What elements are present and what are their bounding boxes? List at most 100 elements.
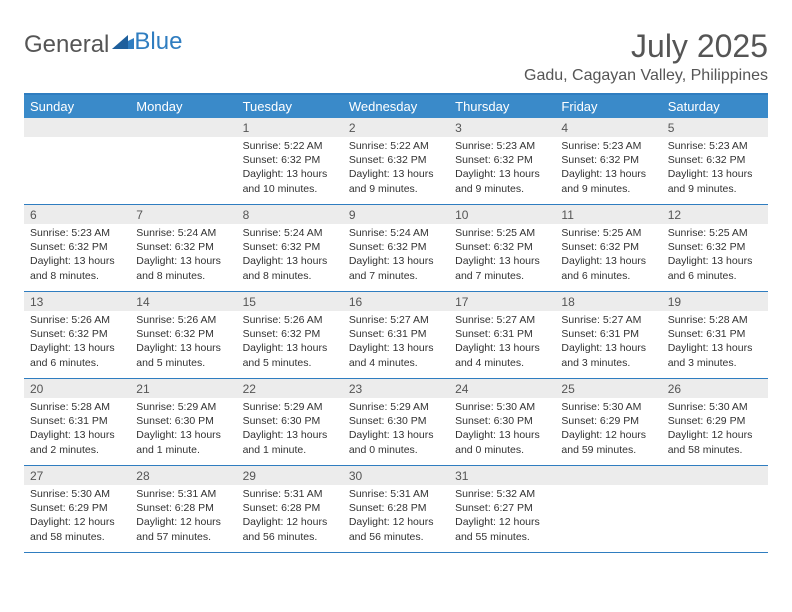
daylight-text: Daylight: 12 hours and 55 minutes. — [455, 515, 549, 543]
daylight-text: Daylight: 13 hours and 6 minutes. — [30, 341, 124, 369]
sunset-text: Sunset: 6:30 PM — [243, 414, 337, 428]
weeks-container: 1Sunrise: 5:22 AMSunset: 6:32 PMDaylight… — [24, 118, 768, 553]
day-cell: 12Sunrise: 5:25 AMSunset: 6:32 PMDayligh… — [662, 205, 768, 291]
daylight-text: Daylight: 13 hours and 9 minutes. — [561, 167, 655, 195]
sunrise-text: Sunrise: 5:25 AM — [561, 226, 655, 240]
day-number — [555, 466, 661, 485]
week-row: 6Sunrise: 5:23 AMSunset: 6:32 PMDaylight… — [24, 205, 768, 292]
day-cell: 3Sunrise: 5:23 AMSunset: 6:32 PMDaylight… — [449, 118, 555, 204]
day-number: 31 — [449, 466, 555, 485]
sunrise-text: Sunrise: 5:28 AM — [668, 313, 762, 327]
day-cell: 25Sunrise: 5:30 AMSunset: 6:29 PMDayligh… — [555, 379, 661, 465]
sunrise-text: Sunrise: 5:26 AM — [136, 313, 230, 327]
sunset-text: Sunset: 6:32 PM — [30, 240, 124, 254]
sunset-text: Sunset: 6:28 PM — [136, 501, 230, 515]
day-number: 27 — [24, 466, 130, 485]
sunset-text: Sunset: 6:30 PM — [349, 414, 443, 428]
day-number: 5 — [662, 118, 768, 137]
day-number: 28 — [130, 466, 236, 485]
sunrise-text: Sunrise: 5:23 AM — [455, 139, 549, 153]
day-number: 21 — [130, 379, 236, 398]
sunrise-text: Sunrise: 5:24 AM — [136, 226, 230, 240]
day-number: 26 — [662, 379, 768, 398]
sunset-text: Sunset: 6:31 PM — [455, 327, 549, 341]
day-body: Sunrise: 5:26 AMSunset: 6:32 PMDaylight:… — [24, 311, 130, 374]
day-number — [24, 118, 130, 137]
day-cell: 27Sunrise: 5:30 AMSunset: 6:29 PMDayligh… — [24, 466, 130, 552]
day-cell: 6Sunrise: 5:23 AMSunset: 6:32 PMDaylight… — [24, 205, 130, 291]
sunset-text: Sunset: 6:32 PM — [349, 153, 443, 167]
day-number: 13 — [24, 292, 130, 311]
daylight-text: Daylight: 13 hours and 4 minutes. — [455, 341, 549, 369]
day-number: 16 — [343, 292, 449, 311]
day-cell: 10Sunrise: 5:25 AMSunset: 6:32 PMDayligh… — [449, 205, 555, 291]
daylight-text: Daylight: 12 hours and 59 minutes. — [561, 428, 655, 456]
sunset-text: Sunset: 6:31 PM — [349, 327, 443, 341]
day-cell: 22Sunrise: 5:29 AMSunset: 6:30 PMDayligh… — [237, 379, 343, 465]
day-cell: 20Sunrise: 5:28 AMSunset: 6:31 PMDayligh… — [24, 379, 130, 465]
week-row: 13Sunrise: 5:26 AMSunset: 6:32 PMDayligh… — [24, 292, 768, 379]
day-cell: 1Sunrise: 5:22 AMSunset: 6:32 PMDaylight… — [237, 118, 343, 204]
sunrise-text: Sunrise: 5:29 AM — [136, 400, 230, 414]
daylight-text: Daylight: 13 hours and 3 minutes. — [668, 341, 762, 369]
week-row: 20Sunrise: 5:28 AMSunset: 6:31 PMDayligh… — [24, 379, 768, 466]
day-body: Sunrise: 5:23 AMSunset: 6:32 PMDaylight:… — [449, 137, 555, 200]
sunrise-text: Sunrise: 5:26 AM — [30, 313, 124, 327]
sunset-text: Sunset: 6:32 PM — [455, 153, 549, 167]
day-body: Sunrise: 5:31 AMSunset: 6:28 PMDaylight:… — [343, 485, 449, 548]
day-body: Sunrise: 5:30 AMSunset: 6:29 PMDaylight:… — [662, 398, 768, 461]
sunrise-text: Sunrise: 5:29 AM — [349, 400, 443, 414]
day-header-wed: Wednesday — [343, 95, 449, 118]
day-cell — [24, 118, 130, 204]
day-number: 9 — [343, 205, 449, 224]
day-body: Sunrise: 5:27 AMSunset: 6:31 PMDaylight:… — [343, 311, 449, 374]
daylight-text: Daylight: 13 hours and 8 minutes. — [136, 254, 230, 282]
daylight-text: Daylight: 13 hours and 10 minutes. — [243, 167, 337, 195]
day-cell: 24Sunrise: 5:30 AMSunset: 6:30 PMDayligh… — [449, 379, 555, 465]
day-body: Sunrise: 5:22 AMSunset: 6:32 PMDaylight:… — [343, 137, 449, 200]
day-body: Sunrise: 5:28 AMSunset: 6:31 PMDaylight:… — [662, 311, 768, 374]
day-cell: 8Sunrise: 5:24 AMSunset: 6:32 PMDaylight… — [237, 205, 343, 291]
day-cell: 31Sunrise: 5:32 AMSunset: 6:27 PMDayligh… — [449, 466, 555, 552]
sunrise-text: Sunrise: 5:31 AM — [136, 487, 230, 501]
sunrise-text: Sunrise: 5:30 AM — [668, 400, 762, 414]
sunrise-text: Sunrise: 5:23 AM — [30, 226, 124, 240]
day-body: Sunrise: 5:32 AMSunset: 6:27 PMDaylight:… — [449, 485, 555, 548]
brand-shape-icon — [112, 28, 134, 56]
daylight-text: Daylight: 13 hours and 8 minutes. — [243, 254, 337, 282]
daylight-text: Daylight: 13 hours and 7 minutes. — [455, 254, 549, 282]
day-number: 30 — [343, 466, 449, 485]
sunset-text: Sunset: 6:27 PM — [455, 501, 549, 515]
sunrise-text: Sunrise: 5:24 AM — [349, 226, 443, 240]
day-number: 17 — [449, 292, 555, 311]
day-cell: 19Sunrise: 5:28 AMSunset: 6:31 PMDayligh… — [662, 292, 768, 378]
sunrise-text: Sunrise: 5:28 AM — [30, 400, 124, 414]
sunrise-text: Sunrise: 5:31 AM — [243, 487, 337, 501]
day-body: Sunrise: 5:24 AMSunset: 6:32 PMDaylight:… — [130, 224, 236, 287]
day-body: Sunrise: 5:25 AMSunset: 6:32 PMDaylight:… — [662, 224, 768, 287]
day-number: 10 — [449, 205, 555, 224]
daylight-text: Daylight: 13 hours and 7 minutes. — [349, 254, 443, 282]
sunrise-text: Sunrise: 5:27 AM — [349, 313, 443, 327]
sunset-text: Sunset: 6:32 PM — [561, 240, 655, 254]
day-cell: 23Sunrise: 5:29 AMSunset: 6:30 PMDayligh… — [343, 379, 449, 465]
day-number: 11 — [555, 205, 661, 224]
sunset-text: Sunset: 6:32 PM — [136, 240, 230, 254]
day-body: Sunrise: 5:26 AMSunset: 6:32 PMDaylight:… — [237, 311, 343, 374]
sunrise-text: Sunrise: 5:22 AM — [243, 139, 337, 153]
sunset-text: Sunset: 6:29 PM — [561, 414, 655, 428]
calendar: Sunday Monday Tuesday Wednesday Thursday… — [24, 93, 768, 553]
day-body: Sunrise: 5:26 AMSunset: 6:32 PMDaylight:… — [130, 311, 236, 374]
title-block: July 2025 Gadu, Cagayan Valley, Philippi… — [524, 28, 768, 85]
sunset-text: Sunset: 6:30 PM — [455, 414, 549, 428]
daylight-text: Daylight: 13 hours and 5 minutes. — [136, 341, 230, 369]
sunset-text: Sunset: 6:32 PM — [243, 153, 337, 167]
day-cell — [662, 466, 768, 552]
sunset-text: Sunset: 6:31 PM — [561, 327, 655, 341]
day-number: 25 — [555, 379, 661, 398]
day-body: Sunrise: 5:22 AMSunset: 6:32 PMDaylight:… — [237, 137, 343, 200]
day-number — [662, 466, 768, 485]
brand-part2: Blue — [134, 28, 182, 56]
day-cell: 26Sunrise: 5:30 AMSunset: 6:29 PMDayligh… — [662, 379, 768, 465]
day-number: 6 — [24, 205, 130, 224]
